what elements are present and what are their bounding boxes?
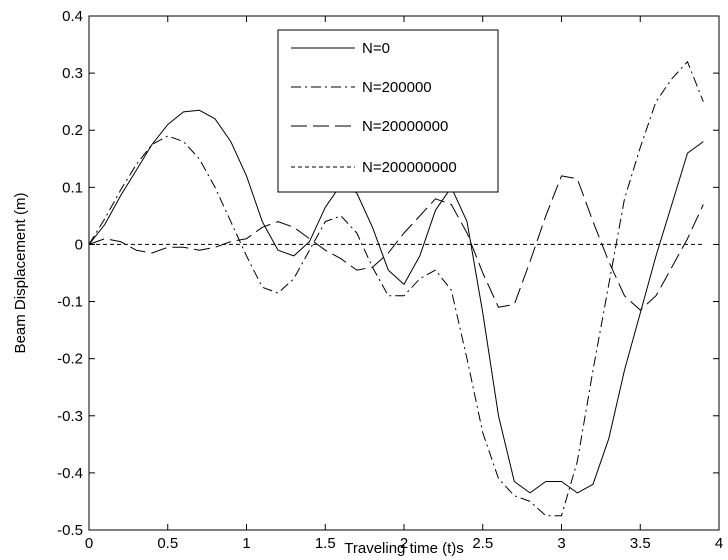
y-tick-label: 0.2: [62, 122, 83, 139]
y-tick-label: 0.4: [62, 8, 83, 25]
y-tick-label: -0.5: [57, 522, 83, 539]
y-tick-label: -0.1: [57, 294, 83, 311]
series-line-n200000: [88, 61, 704, 517]
legend-label-n20000000: N=20000000: [362, 118, 448, 135]
legend-box: [277, 29, 499, 193]
y-tick-label: -0.4: [57, 465, 83, 482]
y-tick-label: 0: [75, 236, 83, 253]
legend-label-n0: N=0: [362, 40, 390, 57]
x-tick-label: 1.5: [315, 535, 336, 552]
x-tick-label: 4: [715, 535, 723, 552]
x-tick-label: 3.5: [630, 535, 651, 552]
ticks: 0 0.5 1 1.5 2 2.5 3 3.5 4 0.4 0.3 0.2 0.1 0 -0.1 -0.2 -0…: [57, 8, 723, 552]
x-axis-label: Traveling time (t)s: [344, 540, 463, 557]
legend-label-n200000000: N=200000000: [362, 159, 457, 176]
y-tick-label: -0.3: [57, 408, 83, 425]
x-tick-label: 2.5: [472, 535, 493, 552]
y-axis-label: Beam Displacement (m): [12, 193, 29, 354]
x-tick-label: 2: [400, 535, 408, 552]
x-tick-label: 1: [242, 535, 250, 552]
series-line-n0: [88, 109, 704, 494]
x-tick-label: 3: [557, 535, 565, 552]
x-tick-label: 0: [85, 535, 93, 552]
series-line-n20000000: [88, 175, 704, 311]
y-tick-label: -0.2: [57, 351, 83, 368]
series-layer: [88, 61, 704, 517]
legend-label-n200000: N=200000: [362, 79, 432, 96]
x-tick-label: 0.5: [157, 535, 178, 552]
y-tick-label: 0.3: [62, 65, 83, 82]
legend: N=0 N=200000 N=20000000 N=200000000: [277, 29, 499, 193]
y-tick-label: 0.1: [62, 179, 83, 196]
